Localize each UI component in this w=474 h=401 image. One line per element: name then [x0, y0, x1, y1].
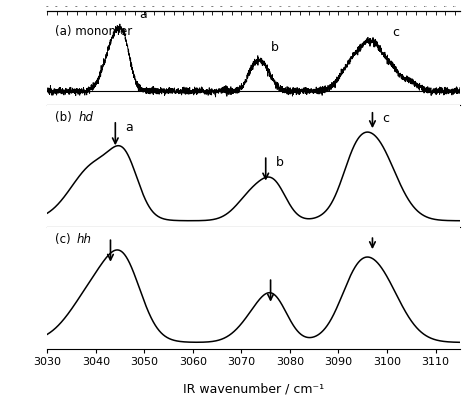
- Text: c: c: [382, 111, 389, 125]
- Text: c: c: [392, 26, 399, 38]
- Text: a: a: [125, 121, 133, 134]
- Text: hd: hd: [79, 111, 94, 124]
- Text: a: a: [139, 8, 147, 21]
- Text: (c): (c): [55, 233, 74, 245]
- Text: IR wavenumber / cm⁻¹: IR wavenumber / cm⁻¹: [183, 382, 324, 395]
- Text: (a) monomer: (a) monomer: [55, 25, 132, 38]
- Text: (b): (b): [55, 111, 75, 124]
- Text: b: b: [275, 156, 283, 169]
- Text: hh: hh: [76, 233, 91, 245]
- Text: b: b: [271, 41, 278, 54]
